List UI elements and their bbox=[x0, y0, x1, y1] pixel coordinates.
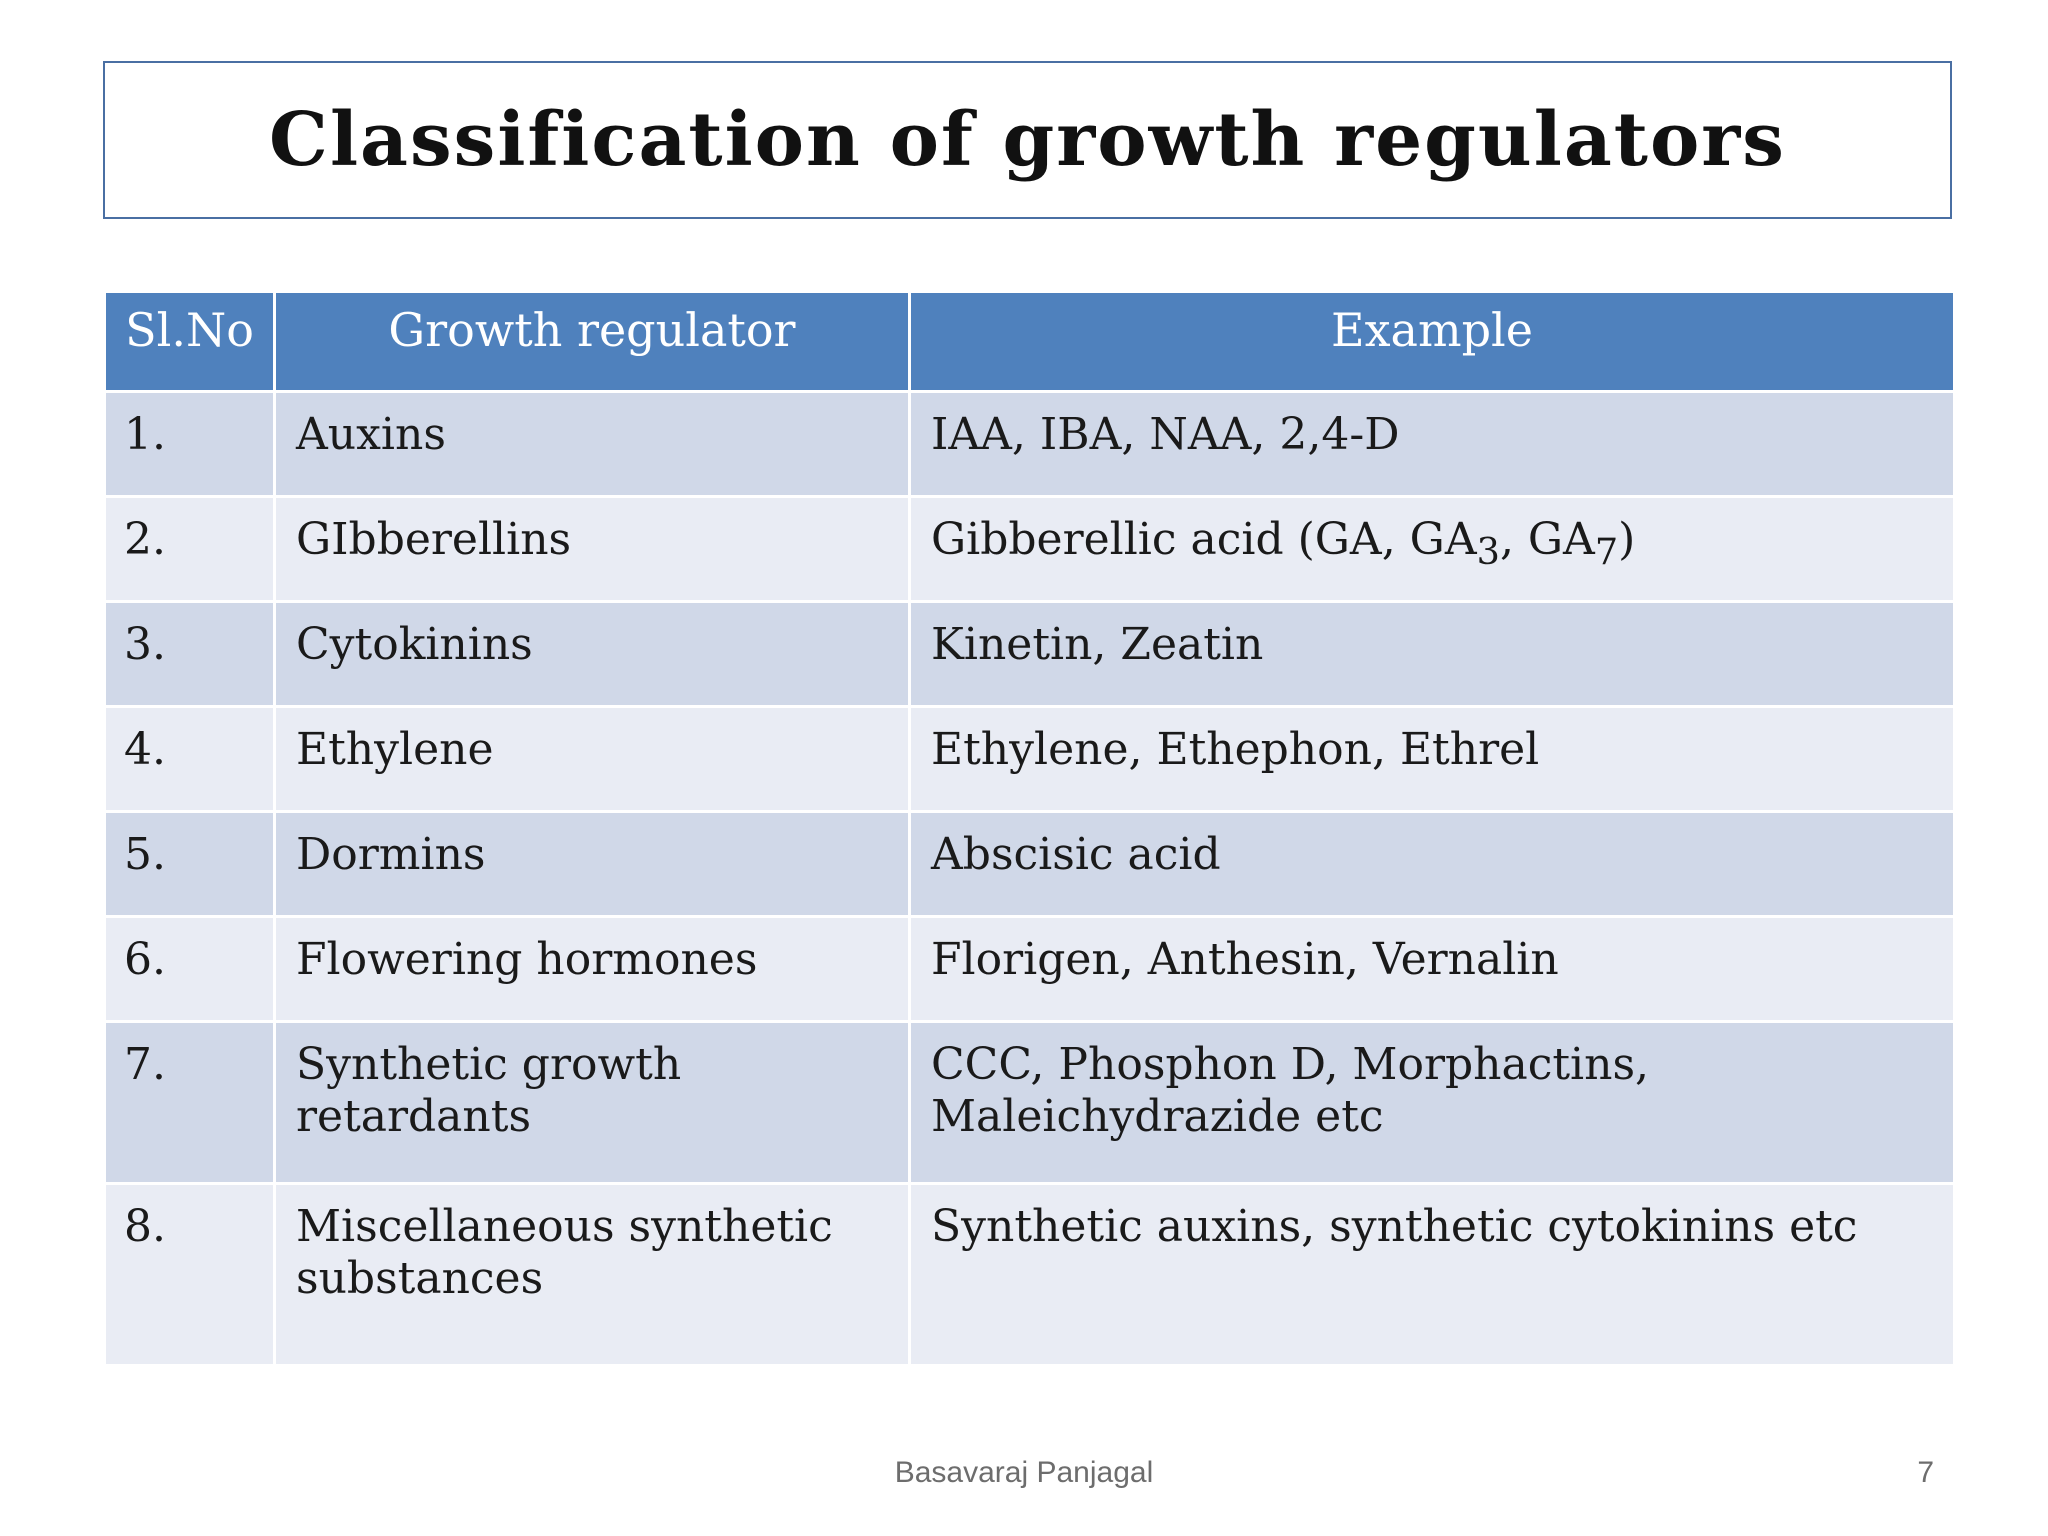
table-row: 3. Cytokinins Kinetin, Zeatin bbox=[103, 600, 1956, 708]
row-example: Ethylene, Ethephon, Ethrel bbox=[908, 705, 1956, 813]
slide-title: Classification of growth regulators bbox=[269, 97, 1786, 183]
row-regulator: Cytokinins bbox=[273, 600, 911, 708]
table-header-row: Sl.No Growth regulator Example bbox=[103, 290, 1956, 393]
example-text: ) bbox=[1618, 514, 1636, 565]
title-box: Classification of growth regulators bbox=[103, 61, 1952, 219]
header-growth-regulator: Growth regulator bbox=[273, 290, 911, 393]
row-regulator: Synthetic growth retardants bbox=[273, 1020, 911, 1185]
growth-regulator-table: Sl.No Growth regulator Example 1. Auxins… bbox=[103, 290, 1956, 1367]
row-regulator: Auxins bbox=[273, 390, 911, 498]
row-example: Abscisic acid bbox=[908, 810, 1956, 918]
header-example: Example bbox=[908, 290, 1956, 393]
table-row: 6. Flowering hormones Florigen, Anthesin… bbox=[103, 915, 1956, 1023]
row-example: CCC, Phosphon D, Morphactins, Maleichydr… bbox=[908, 1020, 1956, 1185]
row-example: Florigen, Anthesin, Vernalin bbox=[908, 915, 1956, 1023]
row-example: Kinetin, Zeatin bbox=[908, 600, 1956, 708]
row-regulator: Ethylene bbox=[273, 705, 911, 813]
row-example: Gibberellic acid (GA, GA3, GA7) bbox=[908, 495, 1956, 603]
row-number: 6. bbox=[103, 915, 276, 1023]
row-number: 7. bbox=[103, 1020, 276, 1185]
subscript-3: 3 bbox=[1476, 529, 1500, 573]
example-text: , GA bbox=[1499, 514, 1595, 565]
subscript-7: 7 bbox=[1594, 529, 1619, 573]
row-regulator: GIbberellins bbox=[273, 495, 911, 603]
table-row: 7. Synthetic growth retardants CCC, Phos… bbox=[103, 1020, 1956, 1185]
example-text: Gibberellic acid (GA, GA bbox=[931, 514, 1477, 565]
row-number: 2. bbox=[103, 495, 276, 603]
row-number: 4. bbox=[103, 705, 276, 813]
table-row: 5. Dormins Abscisic acid bbox=[103, 810, 1956, 918]
row-number: 1. bbox=[103, 390, 276, 498]
row-regulator: Miscellaneous synthetic substances bbox=[273, 1182, 911, 1367]
table-row: 4. Ethylene Ethylene, Ethephon, Ethrel bbox=[103, 705, 1956, 813]
row-number: 3. bbox=[103, 600, 276, 708]
row-example: Synthetic auxins, synthetic cytokinins e… bbox=[908, 1182, 1956, 1367]
table-row: 8. Miscellaneous synthetic substances Sy… bbox=[103, 1182, 1956, 1367]
row-regulator: Flowering hormones bbox=[273, 915, 911, 1023]
row-number: 8. bbox=[103, 1182, 276, 1367]
page-number: 7 bbox=[1917, 1456, 1934, 1489]
row-example: IAA, IBA, NAA, 2,4-D bbox=[908, 390, 1956, 498]
row-regulator: Dormins bbox=[273, 810, 911, 918]
footer-author: Basavaraj Panjagal bbox=[894, 1456, 1154, 1489]
table-row: 2. GIbberellins Gibberellic acid (GA, GA… bbox=[103, 495, 1956, 603]
table-row: 1. Auxins IAA, IBA, NAA, 2,4-D bbox=[103, 390, 1956, 498]
row-number: 5. bbox=[103, 810, 276, 918]
header-sl-no: Sl.No bbox=[103, 290, 276, 393]
